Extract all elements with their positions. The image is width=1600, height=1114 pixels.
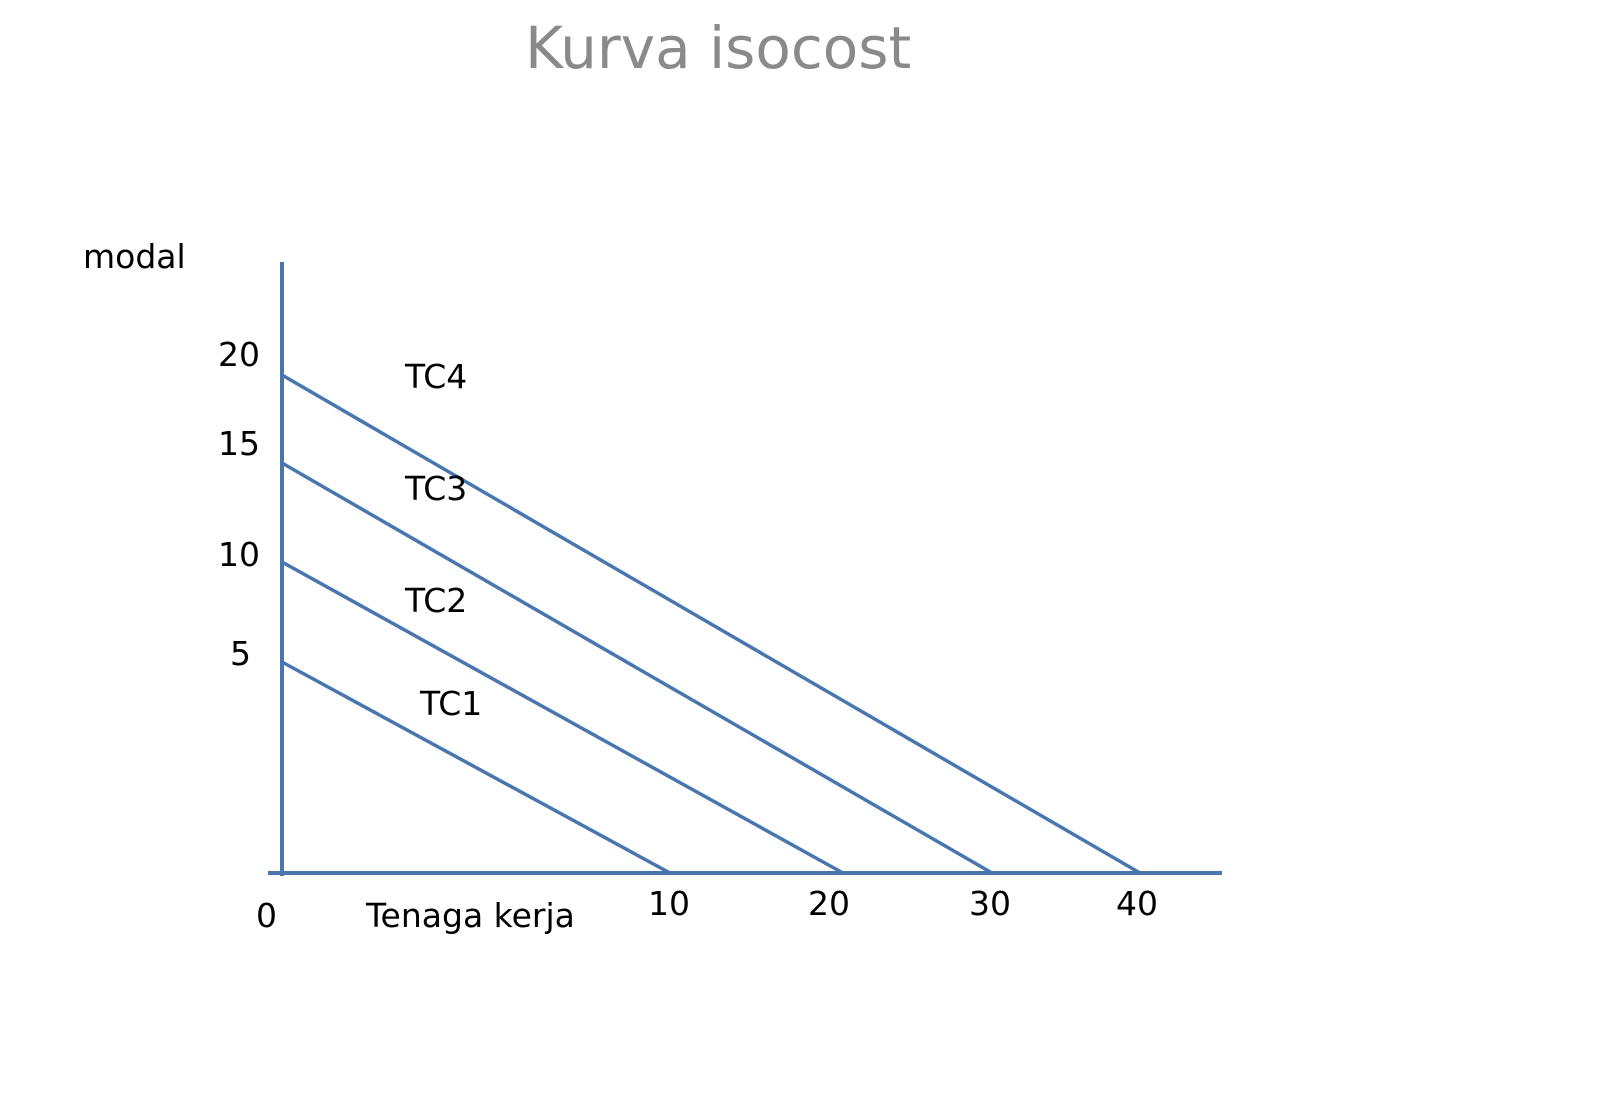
- isocost-lines: [281, 373, 1141, 875]
- isocost-line-tc1: [281, 660, 671, 875]
- series-label-tc3: TC3: [404, 469, 467, 508]
- y-axis-label: modal: [83, 237, 186, 276]
- y-tick-label: 20: [218, 335, 260, 374]
- origin-label: 0: [256, 896, 277, 935]
- isocost-line-tc4: [281, 373, 1141, 875]
- series-label-tc4: TC4: [404, 357, 467, 396]
- chart-title: Kurva isocost: [525, 14, 912, 82]
- chart-labels: TC1 TC2 TC3 TC4 5 10 15 20 10 20 30 40 0 modal Tenaga …: [83, 237, 1158, 935]
- isocost-line-tc3: [281, 461, 993, 875]
- x-tick-label: 20: [808, 884, 850, 923]
- x-tick-label: 40: [1116, 884, 1158, 923]
- isocost-line-tc2: [281, 560, 844, 875]
- x-axis-label: Tenaga kerja: [365, 896, 575, 935]
- y-tick-label: 15: [218, 424, 260, 463]
- y-tick-label: 10: [218, 535, 260, 574]
- series-label-tc2: TC2: [404, 581, 467, 620]
- x-tick-label: 10: [648, 884, 690, 923]
- x-tick-label: 30: [969, 884, 1011, 923]
- y-tick-label: 5: [230, 634, 251, 673]
- axes: [268, 262, 1222, 876]
- series-label-tc1: TC1: [419, 684, 482, 723]
